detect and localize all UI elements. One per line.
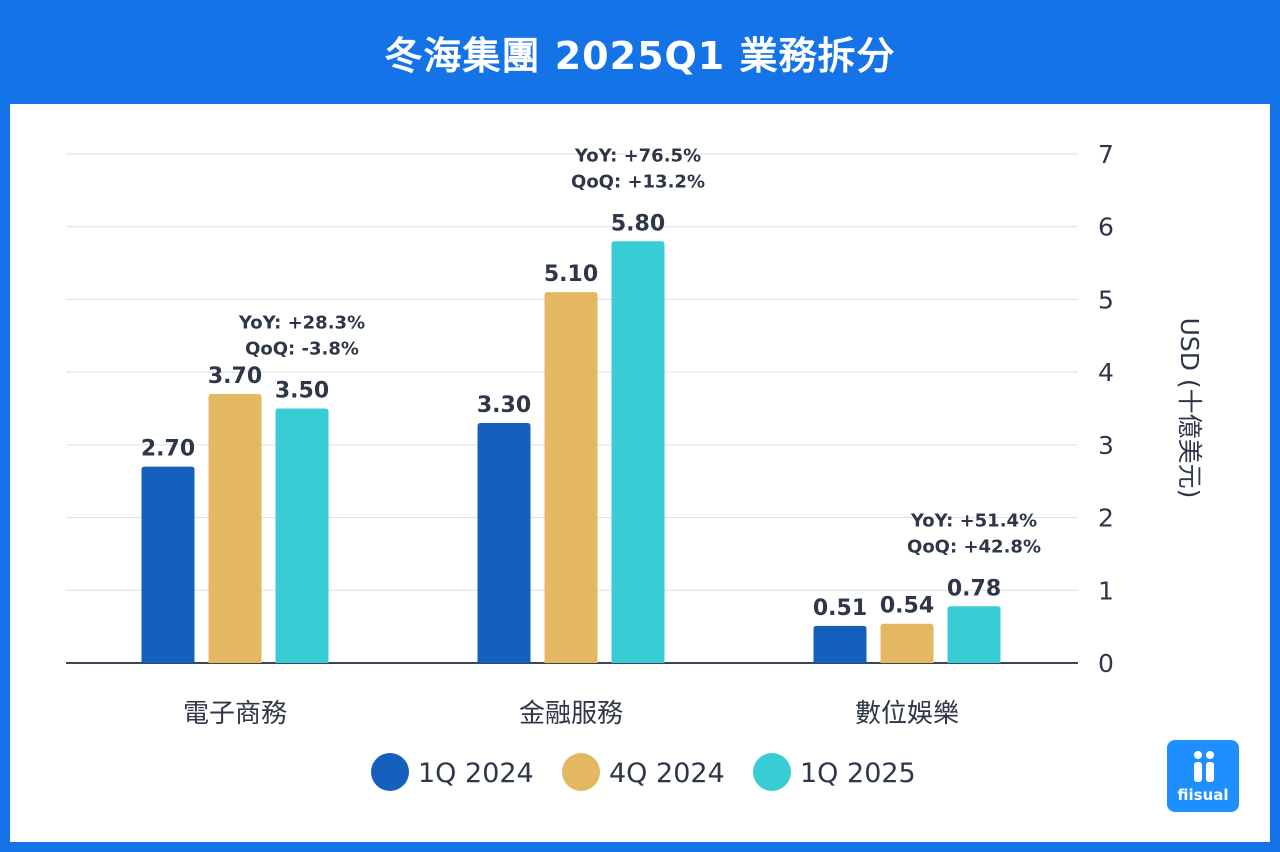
category-label: 電子商務 [183, 699, 287, 729]
fiisual-logo-mark-icon [1194, 751, 1214, 782]
legend-label: 1Q 2025 [800, 758, 916, 789]
bar [880, 623, 934, 663]
y-tick-label: 2 [1098, 504, 1114, 533]
legend-label: 1Q 2024 [418, 758, 534, 789]
bar-value-label: 3.30 [477, 393, 531, 418]
y-tick-label: 5 [1098, 285, 1114, 314]
fiisual-logo-text: fiisual [1177, 786, 1229, 804]
category-label: 金融服務 [519, 699, 623, 729]
legend-marker [371, 753, 409, 791]
yoy-annotation: YoY: +51.4% [910, 510, 1037, 531]
yoy-annotation: YoY: +28.3% [238, 313, 365, 334]
category-label: 數位娛樂 [855, 699, 959, 729]
y-axis-title: USD (十億美元) [1175, 318, 1204, 499]
bar-value-label: 0.78 [947, 576, 1001, 601]
bar [141, 466, 195, 663]
title-bar: 冬海集團 2025Q1 業務拆分 [0, 0, 1280, 104]
y-tick-label: 6 [1098, 213, 1114, 242]
yoy-annotation: YoY: +76.5% [574, 145, 701, 166]
bar-chart: 0 1 2 3 4 5 6 7 2.70 3.70 3.50 電子商務 YoY: +28.3% QoQ: … [66, 140, 1204, 791]
legend-label: 4Q 2024 [609, 758, 725, 789]
bar-value-label: 3.50 [275, 379, 329, 404]
y-tick-label: 7 [1098, 140, 1114, 169]
legend-marker [753, 753, 791, 791]
bar [275, 408, 329, 663]
legend-marker [562, 753, 600, 791]
qoq-annotation: QoQ: +42.8% [907, 536, 1041, 557]
bar [477, 423, 531, 663]
y-tick-label: 1 [1098, 576, 1114, 605]
chart-panel: 0 1 2 3 4 5 6 7 2.70 3.70 3.50 電子商務 YoY: +28.3% QoQ: … [10, 104, 1270, 842]
y-tick-label: 0 [1098, 649, 1114, 678]
bar-value-label: 5.80 [611, 211, 665, 236]
bar [544, 292, 598, 663]
bar [813, 625, 867, 663]
bar-value-label: 2.70 [141, 437, 195, 462]
bar [208, 393, 262, 663]
qoq-annotation: QoQ: -3.8% [245, 339, 359, 360]
y-tick-label: 4 [1098, 358, 1114, 387]
bar-value-label: 5.10 [544, 262, 598, 287]
bar-value-label: 3.70 [208, 364, 262, 389]
chart-title: 冬海集團 2025Q1 業務拆分 [384, 33, 896, 78]
bar-value-label: 0.54 [880, 594, 934, 619]
bar-value-label: 0.51 [813, 596, 867, 621]
fiisual-logo: fiisual [1167, 740, 1239, 812]
bar [947, 606, 1001, 663]
y-tick-label: 3 [1098, 431, 1114, 460]
bar [611, 241, 665, 663]
qoq-annotation: QoQ: +13.2% [571, 171, 705, 192]
